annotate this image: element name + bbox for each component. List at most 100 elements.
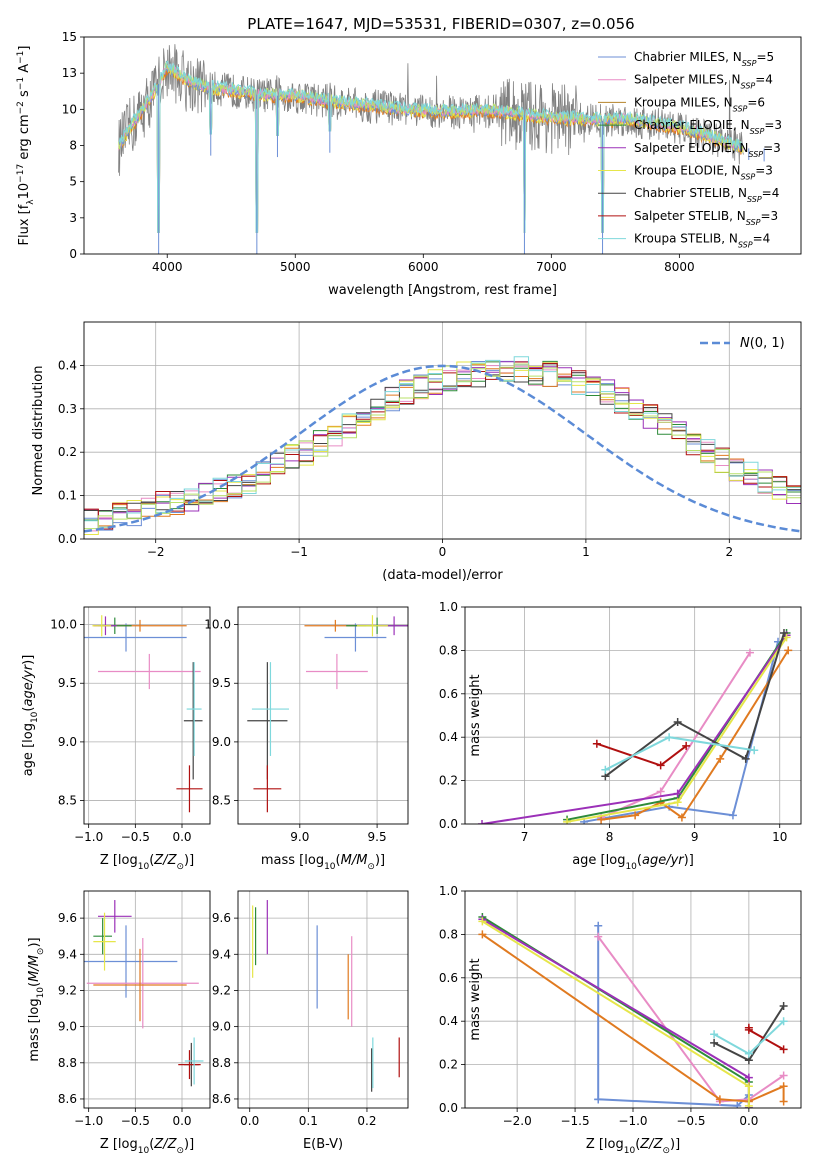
- data-point: [716, 754, 725, 763]
- y-tick-label: 0.4: [58, 358, 77, 372]
- y-tick-label: 0.6: [439, 687, 458, 701]
- x-tick-label: −2: [147, 545, 165, 559]
- legend-label: Salpeter STELIB, NSSP=3: [634, 209, 778, 227]
- axes-frame: [237, 606, 409, 825]
- y-tick-label: 8.6: [58, 1092, 77, 1106]
- x-axis-label: E(B-V): [303, 1137, 343, 1152]
- x-tick-label: 1: [582, 545, 590, 559]
- x-tick-label: 10: [772, 830, 787, 844]
- series-line: [481, 918, 750, 1108]
- series-line: [481, 920, 750, 1106]
- y-tick-label: 0.3: [58, 402, 77, 416]
- data-point: [728, 811, 737, 820]
- data-point: [715, 1095, 724, 1104]
- data-point: [601, 765, 610, 774]
- y-tick-label: 0.1: [58, 489, 77, 503]
- axes-frame: [464, 890, 802, 1109]
- series-line: [481, 634, 788, 824]
- y-tick-label: 8.8: [212, 1056, 231, 1070]
- axes-frame: [237, 890, 409, 1109]
- data-point: [673, 798, 682, 807]
- y-tick-label: 0.2: [439, 774, 458, 788]
- data-point: [710, 1038, 719, 1047]
- data-point: [741, 754, 750, 763]
- legend-label: Salpeter ELODIE, NSSP=3: [634, 141, 781, 159]
- legend-label: Chabrier MILES, NSSP=5: [634, 50, 774, 68]
- y-tick-label: 3: [69, 211, 77, 225]
- data-point: [744, 1049, 753, 1058]
- data-point: [744, 1025, 753, 1034]
- y-tick-label: 1.0: [439, 884, 458, 898]
- x-tick-label: 7000: [536, 260, 567, 274]
- x-tick-label: 7: [521, 830, 529, 844]
- y-tick-label: 0.4: [439, 730, 458, 744]
- x-axis-label: Z [log10(Z/Z⊙)]: [586, 1137, 680, 1156]
- data-point: [656, 787, 665, 796]
- series-line: [566, 632, 788, 821]
- y-tick-label: 0.2: [58, 445, 77, 459]
- y-axis-label: mass weight: [468, 958, 483, 1040]
- series-line: [604, 632, 785, 778]
- y-axis-label: mass weight: [468, 674, 483, 756]
- legend: Chabrier MILES, NSSP=5 Salpeter MILES, NS…: [598, 50, 782, 249]
- x-axis-label: mass [log10(M/M⊙)]: [261, 853, 385, 872]
- histogram-step: [84, 363, 801, 530]
- y-tick-label: 9.0: [212, 1020, 231, 1034]
- x-axis-label: (data-model)/error: [382, 568, 503, 583]
- data-point: [478, 930, 487, 939]
- y-tick-label: 9.0: [212, 735, 231, 749]
- panel-5: 7 8 9 10 0.0 0.2 0.4 0.6 0.8 1.0 age [log10(age/yr…: [439, 600, 802, 872]
- axes-frame: [83, 890, 211, 1109]
- x-tick-label: 6000: [408, 260, 439, 274]
- y-tick-label: 0.6: [439, 971, 458, 985]
- series-line: [596, 742, 687, 767]
- y-tick-label: 9.6: [212, 911, 231, 925]
- panel-6: −1.0 −0.5 0.0 8.6 8.8 9.0 9.2 9.4 9.6 Z [log10(Z/…: [27, 890, 211, 1156]
- y-axis-label: age [log10(age/yr)]: [21, 655, 40, 777]
- y-axis-label: Normed distribution: [31, 366, 46, 496]
- y-tick-label: 0.0: [439, 1101, 458, 1115]
- y-tick-label: 9.0: [58, 1020, 77, 1034]
- x-tick-label: 9: [691, 830, 699, 844]
- figure-title: PLATE=1647, MJD=53531, FIBERID=0307, z=0…: [247, 15, 634, 33]
- y-tick-label: 8.8: [58, 1056, 77, 1070]
- data-point: [597, 815, 606, 824]
- data-point: [673, 718, 682, 727]
- x-tick-label: 0.1: [299, 1114, 318, 1128]
- panel-8: −2.0 −1.5 −1.0 −0.5 0.0 0.0 0.2 0.4 0.6 0.8 1.0 Z […: [439, 884, 802, 1156]
- legend-label: Salpeter MILES, NSSP=4: [634, 73, 773, 91]
- y-axis-label: Flux [fλ10−17 erg cm−2 s−1 A−1]: [16, 46, 36, 246]
- y-tick-label: 13: [62, 66, 77, 80]
- x-tick-label: −1.0: [618, 1114, 647, 1128]
- error-bars: [252, 900, 400, 1092]
- series-line: [597, 925, 750, 1107]
- y-axis-label: mass [log10(M/M⊙)]: [27, 937, 46, 1061]
- data-point: [478, 917, 487, 926]
- data-point: [745, 648, 754, 657]
- histogram-step: [84, 361, 801, 520]
- x-tick-label: 0: [439, 545, 447, 559]
- y-tick-label: 9.4: [212, 947, 231, 961]
- data-point: [750, 746, 759, 755]
- data-point: [594, 932, 603, 941]
- data-point: [733, 1101, 742, 1108]
- y-tick-label: 0.8: [439, 643, 458, 657]
- error-bars: [247, 615, 408, 813]
- y-tick-label: 9.2: [58, 983, 77, 997]
- y-tick-label: 0.0: [439, 817, 458, 831]
- x-tick-label: 8: [606, 830, 614, 844]
- y-tick-label: 0: [69, 247, 77, 261]
- y-tick-label: 8: [69, 139, 77, 153]
- y-tick-label: 1.0: [439, 600, 458, 614]
- x-tick-label: −0.5: [121, 1114, 150, 1128]
- legend-label: Chabrier ELODIE, NSSP=3: [634, 118, 782, 136]
- error-bars: [84, 615, 203, 813]
- model-spectrum-line: [118, 60, 744, 233]
- legend-label: Kroupa STELIB, NSSP=4: [634, 232, 770, 250]
- data-point: [779, 629, 788, 638]
- series-line: [583, 641, 779, 823]
- panel-3: −1.0 −0.5 0.0 8.5 9.0 9.5 10.0 Z [log10(Z/Z⊙)] a…: [21, 606, 211, 872]
- x-tick-label: 2: [725, 545, 733, 559]
